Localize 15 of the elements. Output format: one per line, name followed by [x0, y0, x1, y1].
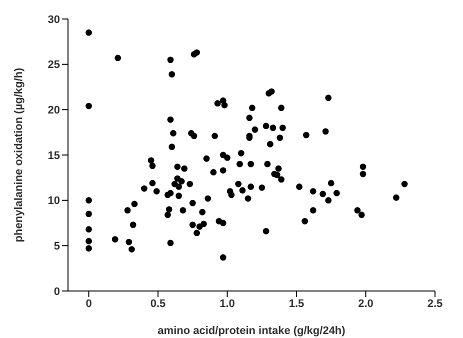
y-axis-title: phenylalanine oxidation (µg/kg/h) [12, 67, 25, 242]
y-tick-label: 15 [48, 150, 60, 162]
x-tick-label: 1.0 [220, 298, 235, 310]
y-tick-label: 0 [54, 286, 60, 298]
x-tick-label: 2.5 [427, 298, 443, 310]
y-tick-label: 30 [48, 14, 60, 26]
x-tick-label: 2.0 [358, 298, 374, 310]
y-tick-label: 20 [48, 104, 60, 117]
y-tick-label: 10 [48, 195, 60, 208]
y-tick-label: 5 [54, 240, 60, 253]
x-tick-label: 1.5 [288, 298, 304, 310]
x-tick-label: 0 [86, 298, 92, 310]
x-axis-title: amino acid/protein intake (g/kg/24h) [158, 325, 346, 337]
x-tick-label: 0.5 [150, 298, 166, 310]
y-tick-label: 25 [48, 59, 60, 72]
